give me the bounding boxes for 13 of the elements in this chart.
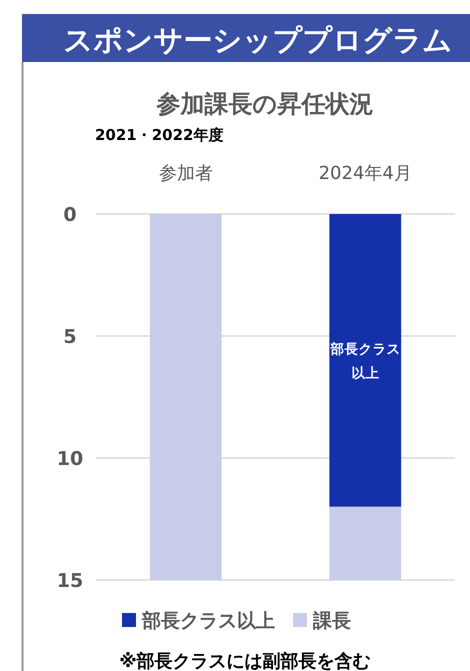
text: ※部長クラスには副部長を含む [119, 651, 371, 671]
x-tick-label: 2024年4月 [318, 163, 412, 184]
y-tick-label: 15 [56, 570, 84, 592]
chart-subtitle: 参加課長の昇任状況 [156, 90, 374, 118]
legend-label: 課長 [312, 610, 351, 632]
x-tick-label: 参加者 [158, 163, 213, 184]
y-tick-label: 5 [63, 326, 77, 348]
y-tick-label: 0 [63, 204, 77, 226]
y-tick-label: 10 [56, 448, 84, 470]
chart-title: スポンサーシッププログラム [64, 23, 452, 57]
text: 2021・2022年度 [95, 126, 224, 144]
annotation: 部長クラス以上 [329, 340, 400, 382]
legend-label: 部長クラス以上 [141, 610, 275, 632]
